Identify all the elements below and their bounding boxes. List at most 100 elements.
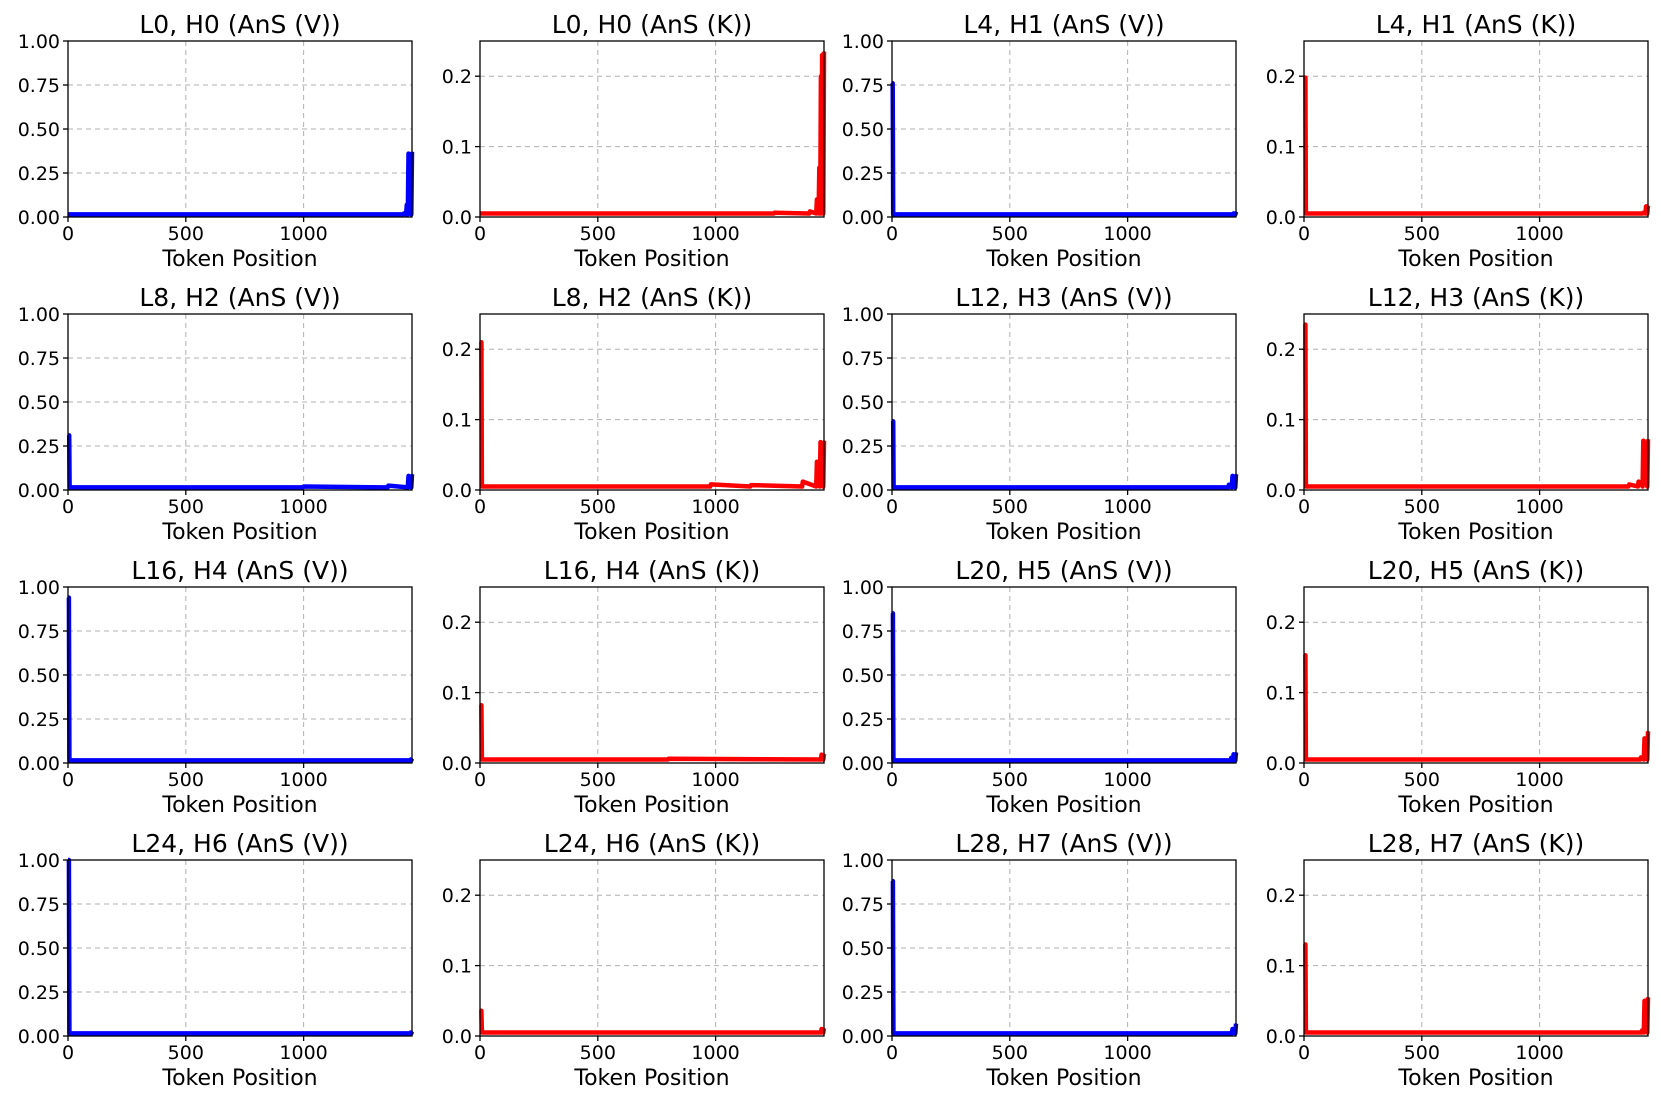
x-axis-label: Token Position (1397, 793, 1553, 818)
y-tick-label: 0.1 (1266, 683, 1296, 705)
spike-point (809, 210, 811, 213)
x-axis-label: Token Position (573, 520, 729, 545)
y-tick-label: 0.25 (842, 709, 884, 731)
spike-point (750, 484, 752, 486)
series-line (890, 419, 1239, 490)
spike-point (1228, 483, 1230, 486)
y-tick-label: 0.50 (18, 938, 60, 960)
x-axis-label: Token Position (161, 520, 317, 545)
plot-frame (1303, 40, 1649, 218)
y-tick-label: 0.75 (18, 894, 60, 916)
spike-point (1628, 483, 1630, 486)
subplot-7: 0 500 1000 0.00 0.25 0.50 0.75 1.00 L12, H3 (AnS… (842, 283, 1239, 545)
spike-point (1637, 480, 1640, 483)
x-tick-label: 500 (168, 223, 204, 245)
spike-point (1232, 212, 1235, 215)
spike-point (407, 152, 410, 155)
x-tick-label: 0 (886, 496, 898, 518)
y-tick-label: 0.00 (842, 753, 884, 775)
series-line (479, 703, 827, 762)
subplot-title: L16, H4 (AnS (K)) (544, 556, 760, 585)
y-tick-label: 0.50 (18, 119, 60, 141)
y-tick-label: 1.00 (842, 304, 884, 326)
y-tick-label: 0.00 (18, 207, 60, 229)
subplot-11: 0 500 1000 0.00 0.25 0.50 0.75 1.00 L20, H5 (AnS… (842, 556, 1239, 818)
plot-frame (479, 859, 825, 1037)
subplot-title: L28, H7 (AnS (K)) (1368, 829, 1584, 858)
spike-point (68, 434, 70, 437)
subplot-6: 0 500 1000 0.0 0.1 0.2 L8, H2 (AnS (K)) Token P… (442, 283, 827, 545)
spike-point (1645, 205, 1647, 208)
series-line (68, 151, 415, 217)
x-tick-label: 0 (886, 1042, 898, 1064)
series-line (1303, 322, 1651, 489)
series-line (479, 339, 827, 489)
spike-point (302, 485, 305, 488)
plot-frame (479, 586, 825, 764)
y-tick-label: 0.00 (842, 207, 884, 229)
spike-point (1641, 1029, 1643, 1032)
y-tick-label: 0.0 (1266, 753, 1296, 775)
x-tick-label: 500 (1404, 1042, 1440, 1064)
spike-point (820, 1028, 823, 1030)
spike-point (402, 212, 405, 215)
plot-frame (479, 40, 825, 218)
spike-point (1304, 323, 1307, 326)
subplot-title: L8, H2 (AnS (V)) (139, 283, 340, 312)
spike-point (410, 1031, 412, 1034)
y-tick-label: 0.75 (842, 348, 884, 370)
x-tick-label: 0 (62, 223, 74, 245)
y-tick-label: 0.50 (842, 392, 884, 414)
spike-point (1231, 475, 1234, 477)
subplot-13: 0 500 1000 0.00 0.25 0.50 0.75 1.00 L24, H6 (AnS… (18, 829, 415, 1091)
y-tick-label: 0.2 (1266, 885, 1296, 907)
x-tick-label: 0 (1298, 769, 1310, 791)
spike-point (816, 461, 818, 463)
spike-point (1231, 1028, 1234, 1030)
series-line (479, 1008, 827, 1035)
x-axis-label: Token Position (161, 1066, 317, 1091)
y-tick-label: 1.00 (842, 31, 884, 53)
spike-point (407, 475, 410, 477)
spike-point (1643, 737, 1646, 740)
subplot-15: 0 500 1000 0.00 0.25 0.50 0.75 1.00 L28, H7 (AnS… (842, 829, 1239, 1091)
spike-point (819, 441, 822, 443)
x-tick-label: 0 (1298, 496, 1310, 518)
x-tick-label: 0 (62, 769, 74, 791)
x-tick-label: 1000 (279, 769, 327, 791)
subplot-14: 0 500 1000 0.0 0.1 0.2 L24, H6 (AnS (K)) Token … (442, 829, 827, 1091)
spike-point (480, 704, 483, 707)
spike-point (1640, 756, 1642, 759)
spike-point (1232, 753, 1235, 755)
x-tick-label: 1000 (1515, 769, 1563, 791)
spike-point (801, 480, 804, 483)
x-axis-label: Token Position (573, 247, 729, 272)
spike-point (710, 483, 712, 486)
spike-point (1230, 756, 1233, 759)
subplot-title: L28, H7 (AnS (V)) (955, 829, 1172, 858)
x-tick-label: 500 (580, 496, 616, 518)
y-tick-label: 0.75 (18, 621, 60, 643)
y-tick-label: 0.25 (842, 436, 884, 458)
y-tick-label: 0.1 (442, 410, 472, 432)
x-tick-label: 1000 (691, 769, 739, 791)
y-tick-label: 0.1 (442, 683, 472, 705)
y-tick-label: 0.75 (842, 894, 884, 916)
y-tick-label: 0.1 (442, 137, 472, 159)
x-tick-label: 0 (1298, 1042, 1310, 1064)
y-tick-label: 0.50 (842, 938, 884, 960)
spike-point (1304, 654, 1307, 657)
subplot-title: L24, H6 (AnS (V)) (131, 829, 348, 858)
x-tick-label: 1000 (1515, 223, 1563, 245)
y-tick-label: 0.0 (442, 480, 472, 502)
y-tick-label: 1.00 (842, 850, 884, 872)
y-tick-label: 0.75 (18, 75, 60, 97)
x-axis-label: Token Position (985, 520, 1141, 545)
plot-frame (1303, 586, 1649, 764)
x-tick-label: 0 (1298, 223, 1310, 245)
spike-point (773, 211, 776, 214)
y-tick-label: 0.2 (1266, 612, 1296, 634)
spike-point (480, 1009, 483, 1012)
y-tick-label: 0.1 (1266, 410, 1296, 432)
